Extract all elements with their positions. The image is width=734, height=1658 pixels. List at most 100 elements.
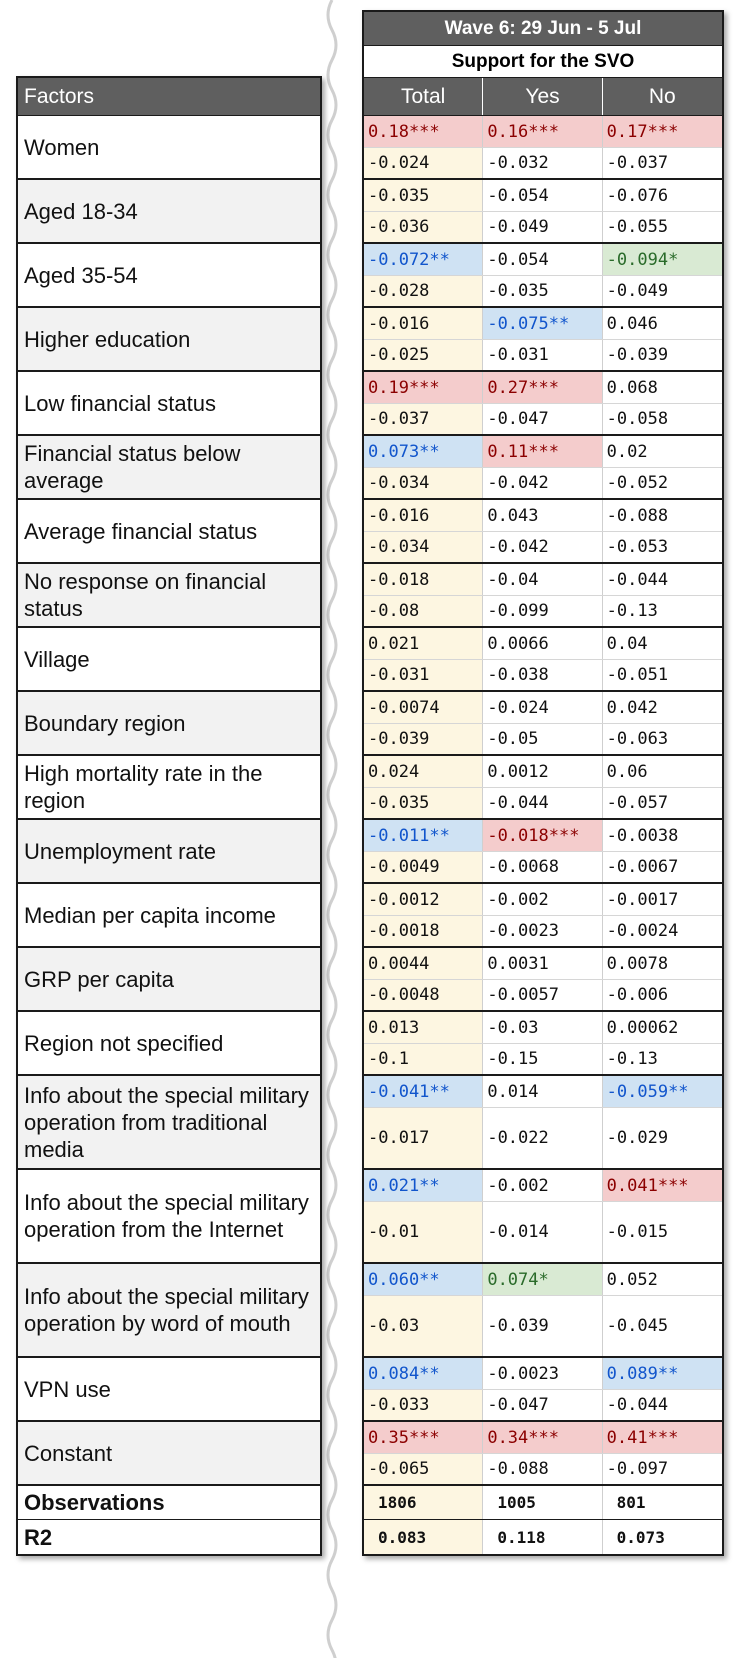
factor-label: Unemployment rate xyxy=(18,820,320,884)
coefficient-no: -0.0017 xyxy=(606,889,679,910)
table-row: -0.011** -0.018*** -0.0038 -0.0049 -0.0068 -0… xyxy=(364,820,722,884)
observations-label: Observations xyxy=(18,1486,320,1520)
standard-error-no: -0.044 xyxy=(606,1395,669,1415)
coefficient-row: -0.011** -0.018*** -0.0038 xyxy=(364,820,722,852)
coefficient-total: 0.18*** xyxy=(364,116,484,147)
standard-error-row: -0.024 -0.032 -0.037 xyxy=(364,148,722,178)
table-row: -0.018 -0.04 -0.044 -0.08 -0.099 -0.13 xyxy=(364,564,722,628)
coefficient-total: 0.0044 xyxy=(364,948,484,979)
coefficient-no: 0.0078 xyxy=(606,953,669,974)
coefficient-total: 0.021** xyxy=(364,1170,484,1201)
standard-error-row: -0.0048 -0.0057 -0.006 xyxy=(364,980,722,1010)
coefficient-total: -0.041** xyxy=(364,1076,484,1107)
factor-label: Higher education xyxy=(18,308,320,372)
factor-label: Median per capita income xyxy=(18,884,320,948)
standard-error-total: -0.037 xyxy=(364,404,484,434)
coefficient-total: -0.011** xyxy=(364,820,484,851)
standard-error-yes: -0.022 xyxy=(483,1108,603,1168)
standard-error-total: -0.017 xyxy=(364,1108,484,1168)
standard-error-total: -0.0049 xyxy=(364,852,484,882)
coefficient-no: 0.00062 xyxy=(606,1017,679,1038)
standard-error-row: -0.034 -0.042 -0.052 xyxy=(364,468,722,498)
torn-edge-divider xyxy=(326,0,338,1658)
standard-error-total: -0.1 xyxy=(364,1044,484,1074)
coefficient-row: 0.013 -0.03 0.00062 xyxy=(364,1012,722,1044)
standard-error-total: -0.0018 xyxy=(364,916,484,946)
coefficient-no: 0.02 xyxy=(606,441,648,462)
coefficient-row: -0.016 -0.075** 0.046 xyxy=(364,308,722,340)
standard-error-row: -0.017 -0.022 -0.029 xyxy=(364,1108,722,1168)
standard-error-total: -0.033 xyxy=(364,1390,484,1420)
standard-error-yes: -0.05 xyxy=(483,724,603,754)
table-row: 0.060** 0.074* 0.052 -0.03 -0.039 -0.045 xyxy=(364,1264,722,1358)
standard-error-yes: -0.047 xyxy=(483,404,603,434)
coefficient-yes: 0.11*** xyxy=(483,436,603,467)
standard-error-no: -0.13 xyxy=(606,1049,658,1069)
standard-error-yes: -0.088 xyxy=(483,1454,603,1484)
table-row: 0.19*** 0.27*** 0.068 -0.037 -0.047 -0.058 xyxy=(364,372,722,436)
coefficient-yes: -0.0023 xyxy=(483,1358,603,1389)
standard-error-row: -0.035 -0.044 -0.057 xyxy=(364,788,722,818)
coefficient-total: 0.013 xyxy=(364,1012,484,1043)
standard-error-row: -0.065 -0.088 -0.097 xyxy=(364,1454,722,1484)
standard-error-no: -0.058 xyxy=(606,409,669,429)
coefficient-no: -0.094* xyxy=(602,244,722,275)
column-header-total: Total xyxy=(364,78,484,115)
standard-error-yes: -0.0057 xyxy=(483,980,603,1010)
coefficient-yes: 0.16*** xyxy=(483,116,603,147)
column-header-yes: Yes xyxy=(483,78,603,115)
standard-error-no: -0.045 xyxy=(606,1316,669,1336)
factors-table: Factors Women Aged 18-34 Aged 35-54 Higher … xyxy=(16,76,322,1556)
factor-label: Low financial status xyxy=(18,372,320,436)
standard-error-total: -0.0048 xyxy=(364,980,484,1010)
coefficient-no: 0.046 xyxy=(606,313,658,334)
coefficient-yes: 0.0012 xyxy=(483,756,603,787)
standard-error-no: -0.13 xyxy=(606,601,658,621)
coefficient-no: 0.089** xyxy=(602,1358,722,1389)
factor-label: Constant xyxy=(18,1422,320,1486)
coefficient-total: 0.021 xyxy=(364,628,484,659)
coefficient-total: -0.0012 xyxy=(364,884,484,915)
standard-error-yes: -0.031 xyxy=(483,340,603,370)
standard-error-yes: -0.15 xyxy=(483,1044,603,1074)
wave-title: Wave 6: 29 Jun - 5 Jul xyxy=(364,12,722,46)
table-row: -0.0074 -0.024 0.042 -0.039 -0.05 -0.063 xyxy=(364,692,722,756)
standard-error-row: -0.03 -0.039 -0.045 xyxy=(364,1296,722,1356)
standard-error-yes: -0.014 xyxy=(483,1202,603,1262)
table-row: 0.18*** 0.16*** 0.17*** -0.024 -0.032 -0.037 xyxy=(364,116,722,180)
factor-label: Info about the special military operatio… xyxy=(18,1076,320,1170)
coefficient-no: -0.059** xyxy=(602,1076,722,1107)
factor-label: No response on financial status xyxy=(18,564,320,628)
column-headers: Total Yes No xyxy=(364,78,722,116)
standard-error-yes: -0.0023 xyxy=(483,916,603,946)
standard-error-total: -0.08 xyxy=(364,596,484,626)
standard-error-yes: -0.035 xyxy=(483,276,603,306)
table-row: -0.041** 0.014 -0.059** -0.017 -0.022 -0.029 xyxy=(364,1076,722,1170)
standard-error-no: -0.039 xyxy=(606,345,669,365)
coefficient-no: -0.044 xyxy=(606,569,669,590)
factor-label: Boundary region xyxy=(18,692,320,756)
table-row: 0.013 -0.03 0.00062 -0.1 -0.15 -0.13 xyxy=(364,1012,722,1076)
observations-yes: 1005 xyxy=(483,1486,603,1519)
table-row: 0.024 0.0012 0.06 -0.035 -0.044 -0.057 xyxy=(364,756,722,820)
r2-row: 0.083 0.118 0.073 xyxy=(364,1520,722,1554)
standard-error-total: -0.065 xyxy=(364,1454,484,1484)
table-row: -0.016 0.043 -0.088 -0.034 -0.042 -0.053 xyxy=(364,500,722,564)
factor-label: Aged 18-34 xyxy=(18,180,320,244)
standard-error-yes: -0.049 xyxy=(483,212,603,242)
coefficient-yes: -0.054 xyxy=(483,244,603,275)
coefficient-yes: -0.018*** xyxy=(483,820,603,851)
coefficient-row: 0.024 0.0012 0.06 xyxy=(364,756,722,788)
standard-error-no: -0.053 xyxy=(606,537,669,557)
coefficient-row: 0.19*** 0.27*** 0.068 xyxy=(364,372,722,404)
coefficient-row: 0.35*** 0.34*** 0.41*** xyxy=(364,1422,722,1454)
coefficient-row: -0.018 -0.04 -0.044 xyxy=(364,564,722,596)
coefficient-row: -0.016 0.043 -0.088 xyxy=(364,500,722,532)
coefficient-no: 0.068 xyxy=(606,377,658,398)
coefficient-row: -0.041** 0.014 -0.059** xyxy=(364,1076,722,1108)
coefficient-yes: 0.27*** xyxy=(483,372,603,403)
table-row: 0.021** -0.002 0.041*** -0.01 -0.014 -0.015 xyxy=(364,1170,722,1264)
coefficient-no: -0.076 xyxy=(606,185,669,206)
coefficient-yes: -0.03 xyxy=(483,1012,603,1043)
coefficient-total: 0.024 xyxy=(364,756,484,787)
